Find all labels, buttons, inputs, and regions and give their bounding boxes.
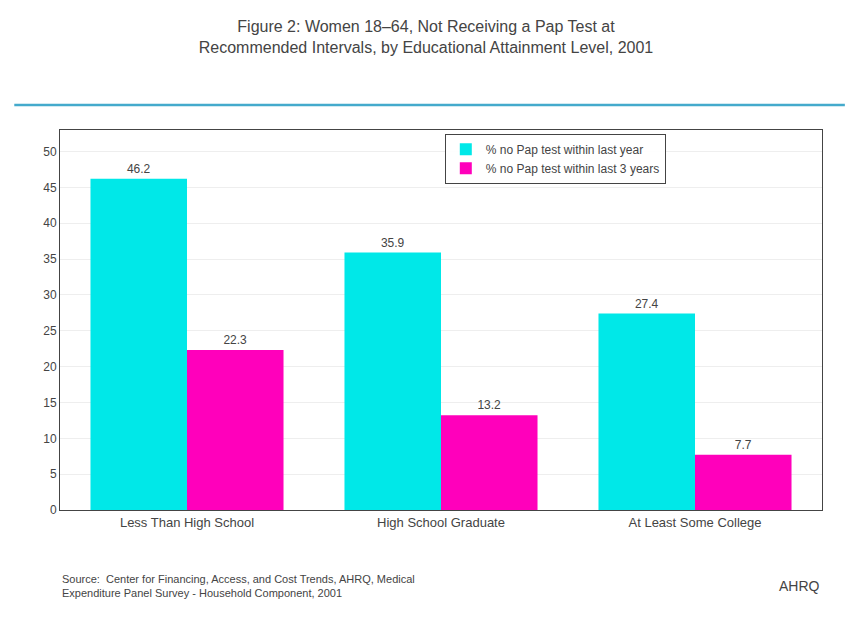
svg-text:Less Than High School: Less Than High School — [120, 515, 254, 530]
svg-text:15: 15 — [43, 396, 57, 410]
svg-text:27.4: 27.4 — [635, 297, 659, 311]
svg-text:35: 35 — [43, 252, 57, 266]
svg-text:Source: Center for Financing,: Source: Center for Financing, Access, an… — [62, 573, 415, 599]
svg-text:25: 25 — [43, 324, 57, 338]
svg-text:20: 20 — [43, 360, 57, 374]
svg-text:7.7: 7.7 — [735, 438, 752, 452]
svg-text:5: 5 — [50, 467, 57, 481]
svg-text:High School Graduate: High School Graduate — [377, 515, 505, 530]
svg-text:At Least Some College: At Least Some College — [629, 515, 762, 530]
svg-text:46.2: 46.2 — [127, 162, 151, 176]
svg-text:10: 10 — [43, 432, 57, 446]
svg-text:40: 40 — [43, 216, 57, 230]
svg-text:22.3: 22.3 — [223, 333, 247, 347]
svg-text:13.2: 13.2 — [477, 398, 501, 412]
svg-text:AHRQ: AHRQ — [779, 578, 820, 594]
svg-text:50: 50 — [43, 145, 57, 159]
svg-text:% no Pap test within last year: % no Pap test within last year — [486, 143, 643, 157]
svg-text:35.9: 35.9 — [381, 236, 405, 250]
svg-text:% no Pap test within last 3 ye: % no Pap test within last 3 years — [486, 162, 659, 176]
svg-text:Figure 2: Women 18–64, Not Rec: Figure 2: Women 18–64, Not Receiving a P… — [199, 18, 654, 56]
svg-text:0: 0 — [50, 503, 57, 517]
svg-text:30: 30 — [43, 288, 57, 302]
svg-text:45: 45 — [43, 181, 57, 195]
